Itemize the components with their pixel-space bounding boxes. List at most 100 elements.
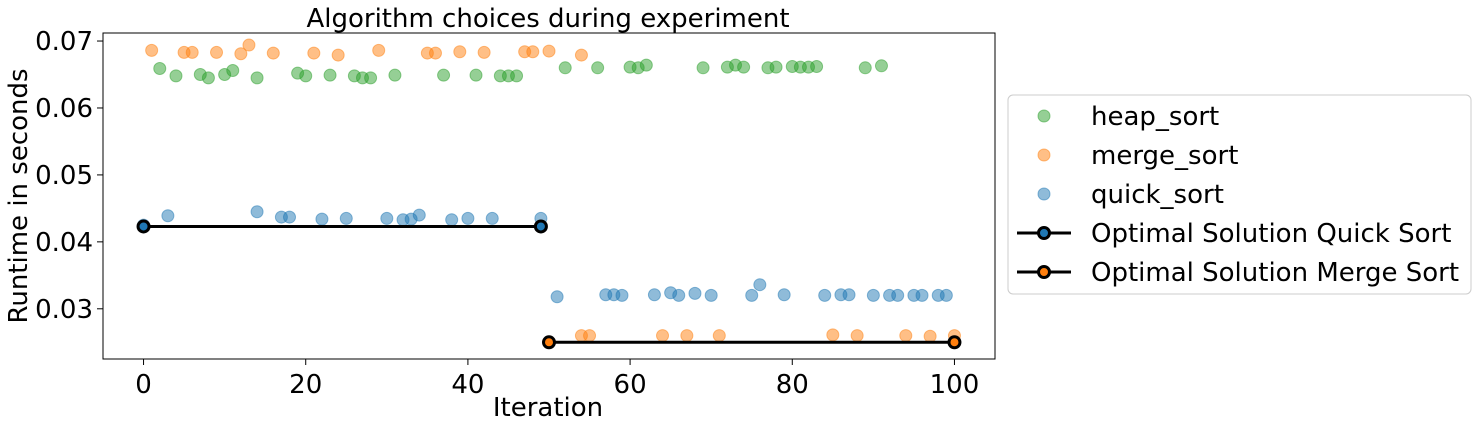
legend-label: Optimal Solution Merge Sort [1091, 258, 1459, 288]
plot-frame [102, 32, 996, 360]
quick_sort-point-11 [445, 213, 459, 227]
y-axis: 0.03 0.04 0.05 0.06 0.07 [35, 27, 103, 325]
merge_sort-point-2 [185, 45, 199, 59]
heap_sort-point-29 [769, 60, 783, 74]
quick_sort-point-13 [485, 211, 499, 225]
quick_sort-point-10 [412, 208, 426, 222]
heap_sort-point-14 [437, 68, 451, 82]
merge_sort-point-6 [266, 46, 280, 60]
merge_sort-point-22 [712, 329, 726, 343]
y-tick-label: 0.04 [35, 228, 93, 258]
merge_sort-point-23 [826, 328, 840, 342]
x-tick-label: 0 [135, 370, 152, 400]
heap_sort-point-13 [388, 68, 402, 82]
quick_sort-point-4 [283, 210, 297, 224]
quick_sort-point-1 [161, 209, 175, 223]
merge_sort-point-26 [923, 329, 937, 343]
heap_sort-point-24 [696, 61, 710, 75]
quick_sort-point-21 [672, 288, 686, 302]
y-tick-label: 0.07 [35, 27, 93, 57]
quick_sort-point-5 [315, 212, 329, 226]
heap_sort-point-23 [639, 58, 653, 72]
y-tick-label: 0.03 [35, 295, 93, 325]
chart-title: Algorithm choices during experiment [306, 4, 789, 34]
merge_sort-point-21 [680, 329, 694, 343]
merge_sort-point-20 [656, 329, 670, 343]
x-axis: 0 20 40 60 80 100 [135, 359, 979, 400]
quick_sort-point-36 [939, 288, 953, 302]
x-tick-label: 100 [930, 370, 980, 400]
plot-area [136, 38, 962, 350]
legend-marker-quick_sort [1037, 187, 1051, 201]
heap_sort-point-34 [858, 61, 872, 75]
y-tick-label: 0.05 [35, 161, 93, 191]
merge_sort-point-0 [145, 43, 159, 57]
merge_sort-point-4 [234, 47, 248, 61]
merge_sort-point-16 [542, 44, 556, 58]
heap_sort-point-18 [510, 69, 524, 83]
quick_sort-point-7 [380, 211, 394, 225]
legend-label: Optimal Solution Quick Sort [1091, 219, 1451, 249]
quick_sort-point-18 [615, 288, 629, 302]
quick_sort-point-32 [891, 288, 905, 302]
quick_sort-point-25 [753, 278, 767, 292]
legend-marker-merge_sort [1037, 148, 1051, 162]
heap_sort-point-1 [169, 69, 183, 83]
merge_sort-point-17 [574, 48, 588, 62]
merge_sort-point-8 [331, 48, 345, 62]
merge_sort-point-5 [242, 38, 256, 52]
x-axis-label: Iteration [493, 393, 603, 423]
heap_sort-point-19 [558, 61, 572, 75]
quick_sort-point-2 [250, 205, 264, 219]
y-axis-label: Runtime in seconds [4, 68, 34, 323]
quick_sort-point-30 [866, 288, 880, 302]
merge_sort-point-19 [583, 329, 597, 343]
legend-label: quick_sort [1091, 180, 1224, 210]
heap_sort-point-12 [364, 71, 378, 85]
quick_sort-point-29 [842, 288, 856, 302]
legend-line-marker [1037, 265, 1051, 279]
heap_sort-point-35 [874, 59, 888, 73]
merge_sort-point-3 [210, 45, 224, 59]
legend-marker-heap_sort [1037, 109, 1051, 123]
x-tick-label: 40 [451, 370, 484, 400]
heap_sort-point-3 [201, 71, 215, 85]
merge_sort-point-24 [850, 329, 864, 343]
quick_sort-point-23 [704, 288, 718, 302]
merge_sort-point-11 [428, 46, 442, 60]
heap_sort-point-15 [469, 68, 483, 82]
x-tick-label: 60 [614, 370, 647, 400]
quick_sort-point-34 [915, 288, 929, 302]
legend-label: heap_sort [1091, 102, 1219, 132]
legend-label: merge_sort [1091, 141, 1238, 171]
merge_sort-point-25 [899, 329, 913, 343]
quick_sort-point-22 [688, 286, 702, 300]
quick_sort-point-15 [550, 290, 564, 304]
optimal-marker-1-0 [542, 335, 556, 350]
merge_sort-point-7 [307, 46, 321, 60]
heap_sort-point-0 [153, 61, 167, 75]
y-tick-label: 0.06 [35, 94, 93, 124]
merge_sort-point-15 [526, 45, 540, 59]
merge_sort-point-9 [372, 43, 386, 57]
heap_sort-point-6 [250, 71, 264, 85]
quick_sort-point-6 [339, 211, 353, 225]
x-tick-label: 80 [776, 370, 809, 400]
merge_sort-point-13 [477, 45, 491, 59]
quick_sort-point-19 [647, 288, 661, 302]
heap_sort-point-20 [591, 61, 605, 75]
quick_sort-point-12 [461, 211, 475, 225]
merge_sort-point-12 [453, 45, 467, 59]
optimal-marker-0-0 [136, 219, 151, 234]
legend: heap_sort merge_sort quick_sort Optimal Sol… [1007, 94, 1472, 295]
optimal-marker-1-1 [947, 335, 962, 350]
optimal-marker-0-1 [533, 219, 548, 234]
heap_sort-point-27 [737, 60, 751, 74]
heap_sort-point-33 [810, 59, 824, 73]
legend-box [1007, 94, 1472, 295]
heap_sort-point-5 [226, 63, 240, 77]
heap_sort-point-9 [323, 68, 337, 82]
legend-line-marker [1037, 226, 1051, 240]
x-tick-label: 20 [289, 370, 322, 400]
